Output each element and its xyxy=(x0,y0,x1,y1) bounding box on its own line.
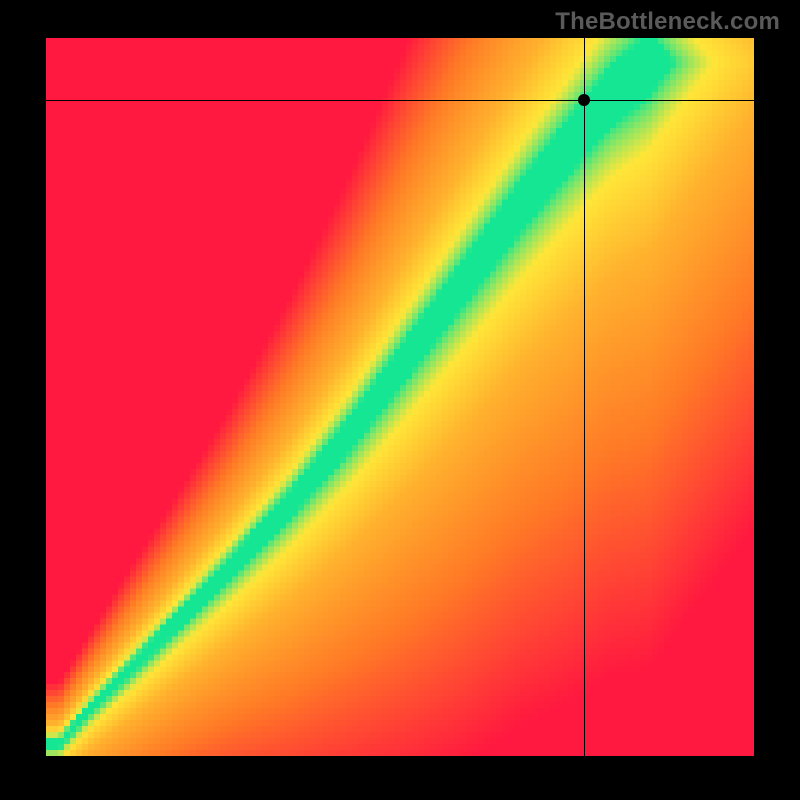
crosshair-vertical xyxy=(584,38,585,756)
crosshair-marker xyxy=(578,94,590,106)
heatmap-canvas xyxy=(46,38,754,756)
root: TheBottleneck.com xyxy=(0,0,800,800)
heatmap-plot xyxy=(46,38,754,756)
watermark-text: TheBottleneck.com xyxy=(555,8,780,36)
crosshair-horizontal xyxy=(46,100,754,101)
